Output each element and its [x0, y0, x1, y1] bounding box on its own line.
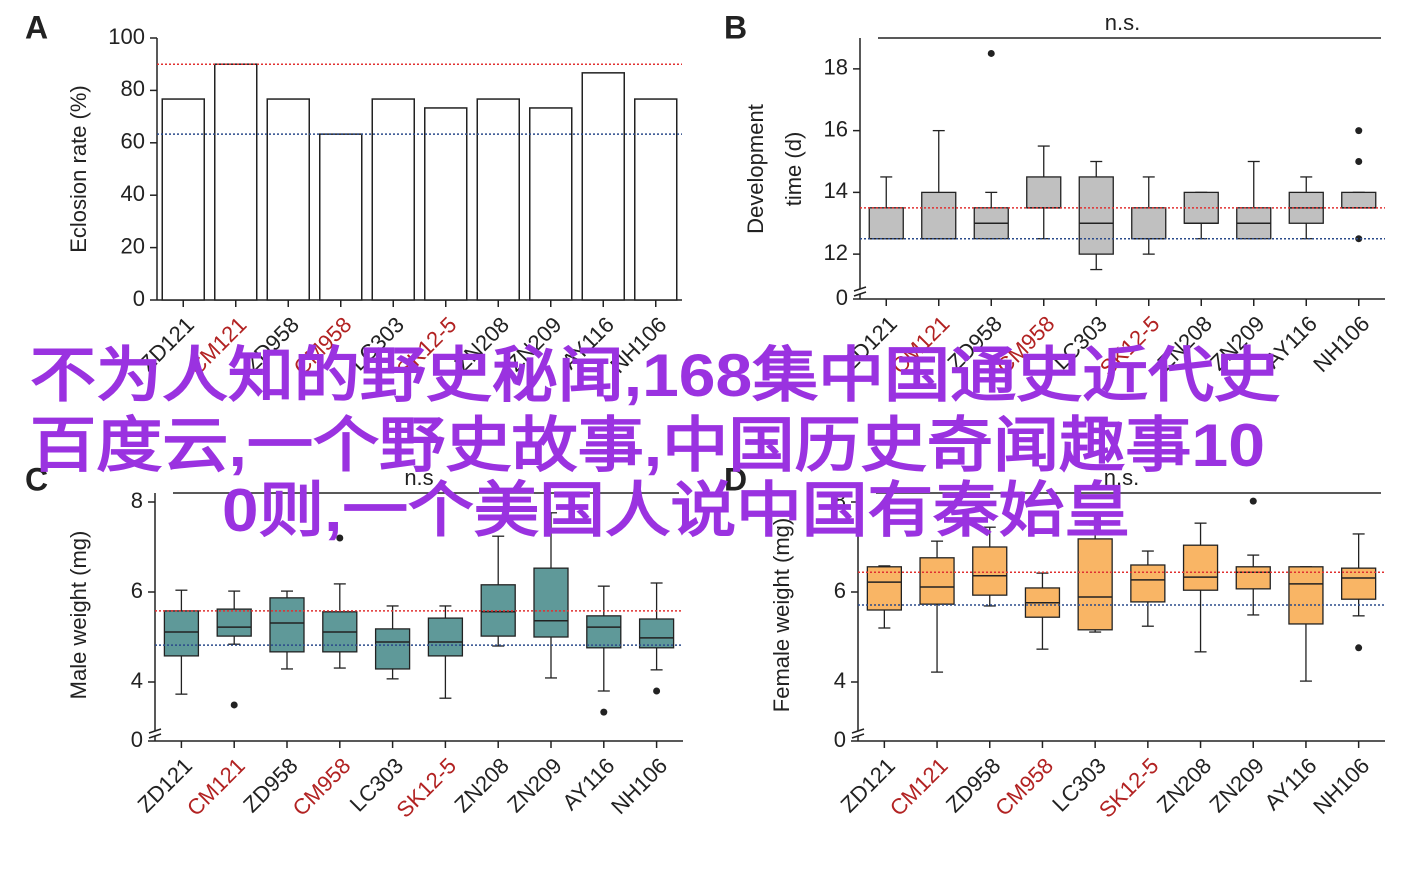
- axis-break: [851, 728, 865, 734]
- box: [216, 608, 252, 637]
- x-tick-label: CM121: [885, 753, 953, 821]
- x-tick-label: ZN209: [1205, 753, 1269, 817]
- outlier: [600, 708, 608, 716]
- box: [1078, 176, 1114, 255]
- x-tick-label: SK12-5: [1094, 753, 1164, 823]
- box: [533, 567, 569, 638]
- x-tick-label: CM121: [182, 753, 250, 821]
- bar: [266, 98, 310, 301]
- bar: [161, 98, 205, 301]
- box: [866, 566, 902, 611]
- bar: [371, 98, 415, 301]
- overlay-text: 不为人知的野史秘闻,168集中国通史近代史: [30, 342, 1280, 409]
- box: [919, 557, 955, 605]
- y-axis-label: Eclosion rate (%): [66, 85, 91, 253]
- box: [1026, 176, 1062, 209]
- y-tick-label: 6: [131, 578, 143, 603]
- box: [374, 628, 411, 670]
- bar: [424, 107, 468, 301]
- y-tick-label: 14: [824, 178, 848, 203]
- box: [163, 610, 200, 657]
- x-tick-label: ZN208: [1152, 753, 1216, 817]
- box: [1130, 564, 1166, 603]
- y-axis-label: Development: [743, 104, 768, 234]
- outlier: [1355, 644, 1363, 652]
- overlay-text: 0则,一个美国人说中国有秦始皇: [222, 477, 1130, 544]
- x-tick-label: NH106: [1308, 753, 1374, 819]
- box: [638, 618, 675, 649]
- outlier: [1355, 235, 1363, 243]
- bar: [319, 133, 363, 301]
- significance-label: n.s.: [1104, 465, 1139, 490]
- bar: [476, 98, 520, 301]
- outlier: [230, 701, 238, 709]
- box: [1341, 191, 1377, 209]
- panel-letter: A: [25, 9, 48, 45]
- significance-label: n.s: [404, 465, 433, 490]
- y-axis-label: time (d): [781, 132, 806, 207]
- axis-break: [851, 733, 865, 739]
- axis-break: [148, 733, 162, 739]
- box: [1131, 207, 1167, 240]
- axis-break: [148, 728, 162, 734]
- box: [269, 597, 305, 653]
- y-tick-label: 0: [133, 286, 145, 311]
- y-tick-label: 100: [108, 24, 145, 49]
- x-tick-label: SK12-5: [391, 753, 461, 823]
- axis-break: [853, 286, 867, 292]
- significance-label: n.s.: [1105, 10, 1140, 35]
- box: [427, 617, 464, 657]
- y-tick-label: 0: [836, 285, 848, 310]
- overlay-text: 百度云,一个野史故事,中国历史奇闻趣事10: [30, 412, 1265, 479]
- box: [868, 207, 904, 240]
- box: [1182, 544, 1219, 591]
- y-tick-label: 4: [834, 668, 846, 693]
- bar: [634, 98, 678, 301]
- y-axis-label: Female weight (mg): [769, 518, 794, 712]
- y-tick-label: 0: [131, 727, 143, 752]
- panel-letter: C: [25, 461, 48, 497]
- bar: [529, 107, 573, 301]
- y-tick-label: 80: [121, 76, 145, 101]
- y-tick-label: 4: [131, 668, 143, 693]
- panel-letter: D: [724, 461, 747, 497]
- x-tick-label: CM958: [990, 753, 1058, 821]
- x-tick-label: ZN209: [502, 753, 566, 817]
- x-tick-label: NH106: [606, 753, 672, 819]
- y-tick-label: 20: [121, 233, 145, 258]
- y-axis-label: Male weight (mg): [66, 531, 91, 700]
- y-tick-label: 60: [121, 129, 145, 154]
- outlier: [1249, 497, 1257, 505]
- y-tick-label: 12: [824, 240, 848, 265]
- y-tick-label: 18: [824, 55, 848, 80]
- outlier: [987, 49, 995, 57]
- outlier: [1355, 158, 1363, 165]
- box: [1235, 566, 1271, 590]
- panel-letter: B: [724, 9, 747, 45]
- x-tick-label: NH106: [1308, 311, 1374, 377]
- bar: [581, 72, 625, 301]
- y-tick-label: 16: [824, 116, 848, 141]
- x-tick-label: CM958: [288, 753, 356, 821]
- box: [1341, 567, 1377, 600]
- y-tick-label: 6: [834, 578, 846, 603]
- x-tick-label: ZN208: [449, 753, 513, 817]
- box: [480, 584, 516, 637]
- box: [1288, 566, 1324, 625]
- box: [1077, 538, 1113, 631]
- outlier: [653, 687, 661, 695]
- y-tick-label: 8: [131, 488, 143, 513]
- outlier: [1355, 127, 1363, 135]
- box: [972, 546, 1008, 596]
- box: [921, 191, 957, 240]
- bar: [214, 63, 258, 301]
- outlier: [336, 534, 344, 542]
- box: [586, 615, 622, 649]
- y-tick-label: 40: [121, 181, 145, 206]
- y-tick-label: 0: [834, 727, 846, 752]
- y-tick-label: 8: [834, 488, 846, 513]
- axis-break: [853, 291, 867, 297]
